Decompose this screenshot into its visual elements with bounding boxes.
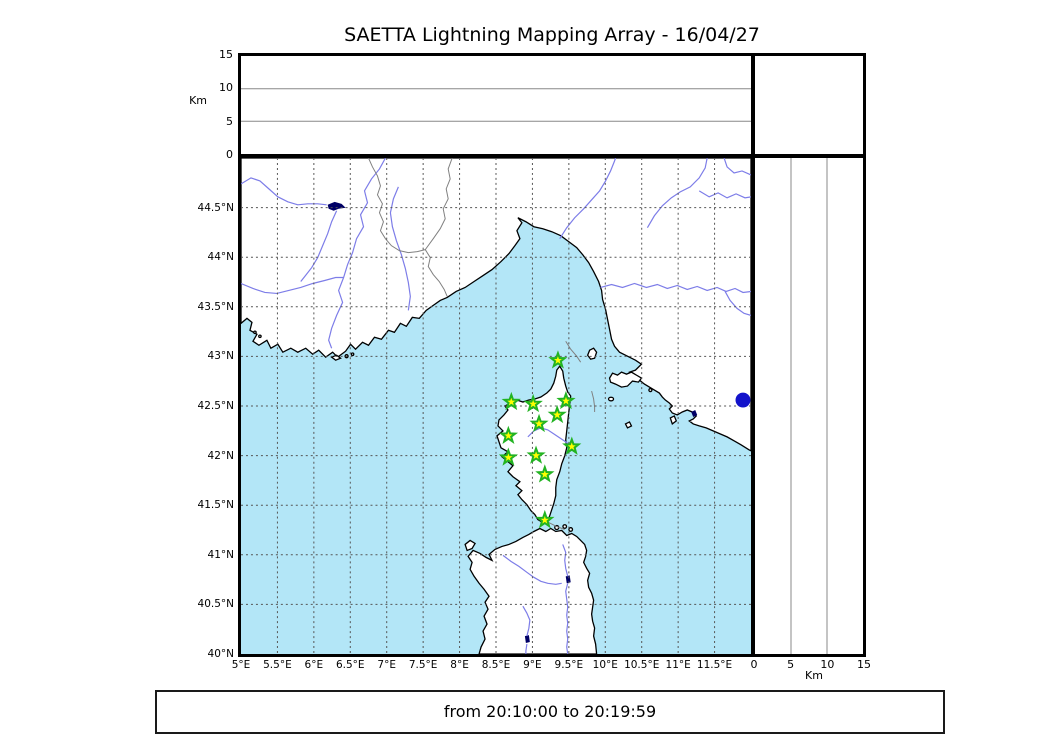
altitude-tick-label: 15	[219, 48, 233, 61]
lon-tick-label: 5.5°E	[263, 659, 292, 671]
corner-panel	[752, 53, 866, 157]
graticule-grid	[241, 158, 751, 654]
lat-tick-label: 41°N	[207, 548, 234, 561]
lon-tick-label: 11°E	[665, 659, 691, 671]
station-star-marker	[523, 393, 543, 413]
lon-tick-label: 10°E	[592, 659, 618, 671]
time-range-box: from 20:10:00 to 20:19:59	[155, 690, 945, 734]
lon-tick-label: 10.5°E	[624, 659, 660, 671]
km-tick-label: 10	[820, 658, 835, 671]
lat-tick-label: 44°N	[207, 251, 234, 264]
lat-tick-label: 40°N	[207, 648, 234, 660]
geographic-map	[241, 158, 751, 654]
station-star-marker	[535, 464, 555, 483]
altitude-longitude-panel	[238, 53, 754, 157]
lon-tick-label: 6°E	[304, 659, 324, 671]
lon-tick-label: 9.5°E	[554, 659, 584, 671]
lat-tick-label: 42.5°N	[197, 400, 234, 412]
lon-tick-label: 7°E	[377, 659, 396, 671]
altitude-longitude-plot	[241, 88, 751, 122]
lakes	[327, 201, 698, 644]
station-star-marker	[501, 391, 521, 411]
altitude-tick-label: 10	[219, 81, 233, 95]
lon-tick-label: 9°E	[523, 659, 542, 671]
lat-tick-label: 42°N	[207, 449, 234, 462]
lon-tick-label: 7.5°E	[408, 659, 438, 671]
top-km-axis-label: Km	[189, 94, 207, 107]
time-range-text: from 20:10:00 to 20:19:59	[443, 702, 657, 721]
lon-tick-label: 11.5°E	[696, 659, 733, 671]
lat-tick-label: 44.5°N	[197, 201, 234, 214]
station-star-marker	[498, 425, 519, 444]
lat-tick-label: 43°N	[207, 350, 234, 363]
event-dot	[735, 392, 751, 408]
station-star-marker	[498, 447, 519, 466]
station-star-marker	[547, 404, 567, 424]
altitude-latitude-plot	[790, 158, 828, 654]
km-tick-label: 5	[787, 658, 795, 671]
station-star-marker	[548, 350, 568, 369]
altitude-tick-label: 0	[226, 148, 233, 161]
right-km-axis-label: Km	[805, 669, 823, 682]
lon-tick-label: 8°E	[450, 659, 469, 671]
lat-tick-label: 43.5°N	[197, 300, 234, 313]
lon-tick-label: 6.5°E	[335, 659, 365, 671]
altitude-latitude-panel	[752, 155, 866, 657]
lon-tick-label: 5°E	[231, 659, 251, 671]
station-star-marker	[562, 436, 582, 455]
station-star-marker	[526, 445, 546, 464]
lat-tick-label: 41.5°N	[197, 499, 234, 512]
stations-group	[498, 350, 582, 529]
altitude-tick-label: 5	[226, 114, 233, 128]
station-star-marker	[535, 509, 555, 529]
map-panel	[238, 155, 754, 657]
station-star-marker	[556, 390, 576, 410]
lat-tick-label: 40.5°N	[197, 598, 234, 611]
km-tick-label: 15	[857, 658, 871, 671]
km-tick-label: 0	[750, 658, 758, 671]
figure-title: SAETTA Lightning Mapping Array - 16/04/2…	[344, 24, 760, 46]
lon-tick-label: 8.5°E	[481, 659, 511, 671]
station-star-marker	[529, 413, 549, 433]
rivers	[241, 158, 751, 654]
